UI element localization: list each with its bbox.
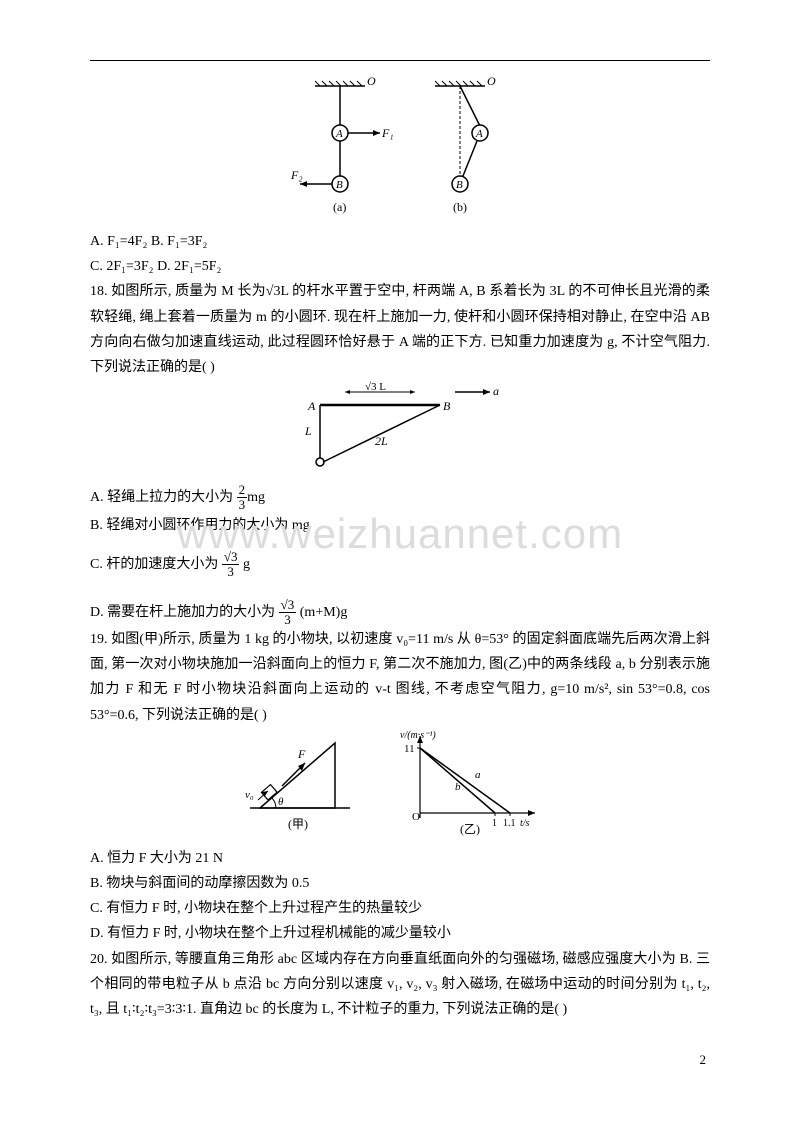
q18-optD: D. 需要在杆上施加力的大小为 √33 (m+M)g: [90, 598, 710, 628]
q18-optC-pre: C. 杆的加速度大小为: [90, 557, 218, 572]
q19-optA: A. 恒力 F 大小为 21 N: [90, 846, 710, 871]
svg-text:O: O: [367, 74, 376, 88]
svg-text:(甲): (甲): [288, 817, 308, 831]
q19-figure: F v₀ θ (甲) v/(m·s⁻¹) t/s O: [90, 728, 710, 838]
page-number: 2: [90, 1052, 710, 1068]
q19-optC: C. 有恒力 F 时, 小物块在整个上升过程产生的热量较少: [90, 896, 710, 921]
q18-optC: C. 杆的加速度大小为 √33 g: [90, 550, 710, 580]
svg-text:11: 11: [404, 743, 415, 755]
svg-text:(a): (a): [333, 200, 346, 214]
q18-optB: B. 轻绳对小圆环作用力的大小为 mg: [90, 513, 710, 538]
svg-text:F: F: [297, 747, 306, 761]
q18-optA-pre: A. 轻绳上拉力的大小为: [90, 490, 233, 505]
svg-text:a: a: [493, 384, 499, 398]
q19-optD: D. 有恒力 F 时, 小物块在整个上升过程机械能的减少量较小: [90, 921, 710, 946]
svg-text:1.1: 1.1: [503, 818, 516, 829]
q17-options-1: A. F₁=4F₂ B. F₁=3F₂: [90, 229, 710, 254]
q18-optA: A. 轻绳上拉力的大小为 23mg: [90, 483, 710, 513]
svg-text:√3 L: √3 L: [365, 381, 386, 393]
svg-text:a: a: [475, 769, 481, 781]
svg-text:b: b: [455, 781, 461, 793]
q19-text: 19. 如图(甲)所示, 质量为 1 kg 的小物块, 以初速度 v₀=11 m…: [90, 627, 710, 728]
q18-optD-pre: D. 需要在杆上施加力的大小为: [90, 605, 275, 620]
svg-text:2L: 2L: [375, 434, 388, 448]
svg-text:B: B: [456, 179, 463, 191]
svg-text:t/s: t/s: [520, 818, 530, 829]
svg-text:F₁: F₁: [381, 126, 394, 140]
q18-text: 18. 如图所示, 质量为 M 长为√3L 的杆水平置于空中, 杆两端 A, B…: [90, 279, 710, 380]
svg-text:v₀: v₀: [245, 789, 254, 801]
svg-text:1: 1: [492, 818, 497, 829]
svg-text:L: L: [304, 424, 312, 438]
svg-text:(b): (b): [453, 200, 467, 214]
q18-optD-post: (m+M)g: [296, 605, 347, 620]
top-rule: [90, 60, 710, 61]
svg-text:F₂: F₂: [290, 168, 303, 182]
svg-text:O: O: [487, 74, 496, 88]
q17-options-2: C. 2F₁=3F₂ D. 2F₁=5F₂: [90, 254, 710, 279]
svg-text:θ: θ: [278, 796, 284, 808]
q18-optC-post: g: [239, 557, 250, 572]
svg-text:O: O: [412, 811, 420, 823]
svg-text:A: A: [475, 128, 483, 140]
svg-text:(乙): (乙): [460, 822, 480, 836]
q19-optB: B. 物块与斜面间的动摩擦因数为 0.5: [90, 871, 710, 896]
q18-optA-post: mg: [247, 490, 265, 505]
svg-text:B: B: [336, 179, 343, 191]
q17-figure: O A F₁ B F₂ (a): [90, 71, 710, 221]
svg-text:A: A: [335, 128, 343, 140]
q18-figure: A B √3 L a L 2L: [90, 380, 710, 475]
q20-text: 20. 如图所示, 等腰直角三角形 abc 区域内存在方向垂直纸面向外的匀强磁场…: [90, 947, 710, 1023]
svg-text:B: B: [443, 399, 451, 413]
svg-text:v/(m·s⁻¹): v/(m·s⁻¹): [400, 730, 436, 741]
svg-text:A: A: [307, 399, 316, 413]
